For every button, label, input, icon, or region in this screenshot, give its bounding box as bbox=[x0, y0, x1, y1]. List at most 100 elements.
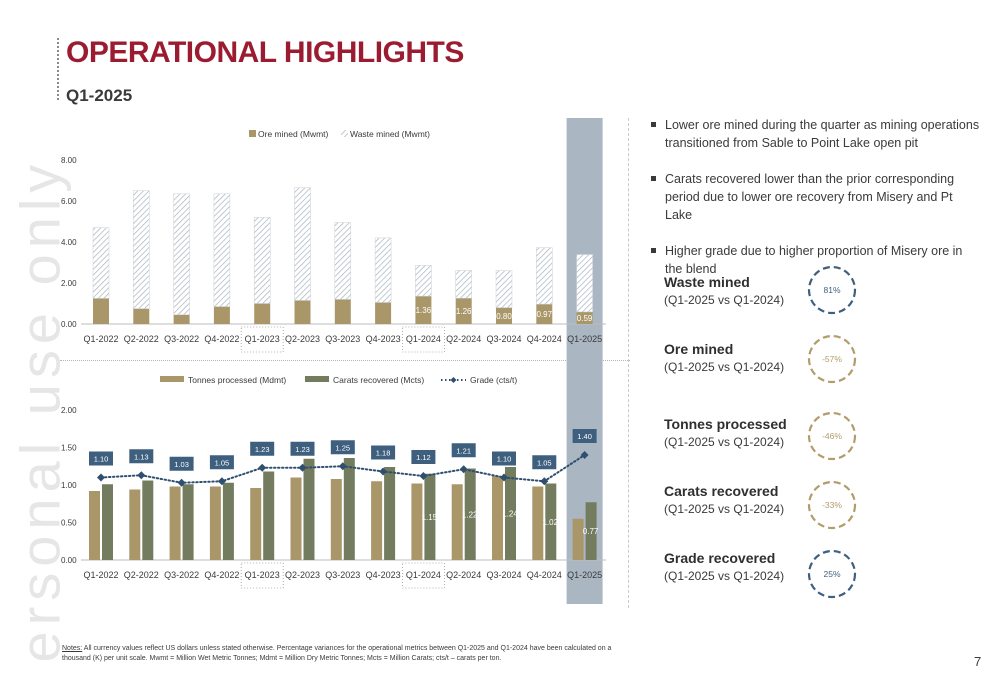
bar-carats bbox=[142, 480, 154, 560]
y-tick-label: 0.50 bbox=[61, 519, 77, 528]
bar-carats bbox=[424, 473, 436, 560]
metric-carats-recovered: Carats recovered (Q1-2025 vs Q1-2024) bbox=[664, 483, 824, 516]
bar-tonnes bbox=[169, 486, 181, 560]
metric-title: Carats recovered bbox=[664, 483, 779, 499]
y-tick-label: 6.00 bbox=[61, 197, 77, 206]
data-label: 1.15 bbox=[422, 513, 438, 522]
grade-label-box bbox=[129, 449, 154, 464]
bar-tonnes bbox=[330, 479, 342, 560]
x-tick-label: Q4-2022 bbox=[204, 334, 239, 344]
x-tick-label: Q1-2022 bbox=[83, 334, 118, 344]
page-subtitle: Q1-2025 bbox=[66, 86, 133, 105]
metric-title: Tonnes processed bbox=[664, 416, 787, 432]
metric-title: Ore mined bbox=[664, 341, 734, 357]
grade-label-box bbox=[572, 429, 597, 443]
grade-label-box bbox=[411, 450, 436, 464]
bar-ore bbox=[496, 307, 512, 324]
metric-ring-waste: 81% bbox=[807, 265, 857, 315]
metric-title: Grade recovered bbox=[664, 550, 776, 566]
bar-carats bbox=[263, 471, 275, 560]
grade-label: 1.05 bbox=[215, 458, 230, 467]
data-label: 0.97 bbox=[537, 310, 553, 319]
bar-ore bbox=[375, 302, 392, 324]
grade-label: 1.40 bbox=[577, 432, 592, 441]
metric-title: Waste mined bbox=[664, 274, 750, 290]
grade-label: 1.10 bbox=[497, 455, 512, 464]
grade-label-box bbox=[492, 451, 516, 466]
metric-subtitle: (Q1-2025 vs Q1-2024) bbox=[664, 502, 785, 516]
x-tick-label: Q1-2023 bbox=[245, 334, 280, 344]
metric-grade-recovered: Grade recovered (Q1-2025 vs Q1-2024) bbox=[664, 550, 824, 583]
legend-label: Waste mined (Mwmt) bbox=[350, 129, 430, 139]
x-tick-label: Q3-2024 bbox=[486, 570, 521, 580]
y-tick-label: 1.50 bbox=[61, 444, 77, 453]
x-tick-label: Q1-2022 bbox=[83, 570, 118, 580]
bar-ore bbox=[173, 314, 190, 324]
bar-ore bbox=[334, 299, 351, 324]
grade-point bbox=[177, 478, 186, 487]
bar-carats bbox=[464, 468, 476, 560]
grade-point bbox=[500, 473, 508, 482]
bullet-item: Carats recovered lower than the prior co… bbox=[650, 170, 980, 224]
period-marker bbox=[240, 562, 284, 589]
metric-value: -46% bbox=[822, 431, 842, 441]
x-tick-label: Q1-2024 bbox=[406, 334, 441, 344]
x-tick-label: Q2-2022 bbox=[124, 570, 159, 580]
bar-tonnes bbox=[290, 477, 302, 560]
x-tick-label: Q3-2023 bbox=[325, 570, 360, 580]
y-tick-label: 4.00 bbox=[61, 238, 77, 247]
y-tick-label: 2.00 bbox=[61, 406, 77, 415]
bar-carats bbox=[545, 483, 557, 560]
grade-label: 1.13 bbox=[134, 452, 149, 461]
legend-grade-marker bbox=[450, 377, 457, 383]
data-label: 1.26 bbox=[456, 307, 472, 316]
x-tick-label: Q2-2023 bbox=[285, 334, 320, 344]
bar-tonnes bbox=[89, 491, 100, 560]
bar-tonnes bbox=[250, 488, 262, 560]
grade-label: 1.12 bbox=[416, 453, 431, 462]
data-label: 1.02 bbox=[543, 518, 559, 527]
bar-tonnes bbox=[129, 489, 141, 560]
bullet-square-icon bbox=[651, 248, 656, 253]
x-tick-label: Q1-2023 bbox=[245, 570, 280, 580]
title-dotted-rule bbox=[57, 38, 59, 100]
grade-point bbox=[137, 471, 146, 480]
bar-waste bbox=[334, 222, 352, 300]
x-tick-label: Q1-2025 bbox=[567, 570, 602, 580]
column-separator bbox=[628, 118, 629, 608]
bar-carats bbox=[505, 467, 516, 560]
x-tick-label: Q2-2022 bbox=[124, 334, 159, 344]
legend-swatch-ore bbox=[249, 130, 256, 137]
data-label: 0.77 bbox=[583, 527, 599, 536]
y-tick-label: 0.00 bbox=[61, 320, 77, 329]
grade-label: 1.21 bbox=[456, 446, 471, 455]
bullet-square-icon bbox=[651, 176, 656, 181]
x-tick-label: Q2-2024 bbox=[446, 334, 481, 344]
bar-tonnes bbox=[371, 481, 383, 560]
bar-waste bbox=[92, 227, 110, 299]
grade-point bbox=[258, 463, 267, 472]
grade-label-box bbox=[209, 455, 234, 470]
legend-label: Grade (cts/t) bbox=[470, 375, 517, 385]
highlights-list: Lower ore mined during the quarter as mi… bbox=[650, 116, 980, 296]
x-tick-label: Q4-2023 bbox=[366, 570, 401, 580]
bar-waste bbox=[173, 193, 190, 316]
grade-point bbox=[459, 465, 468, 474]
x-tick-label: Q1-2024 bbox=[406, 570, 441, 580]
bar-ore bbox=[93, 298, 109, 324]
bullet-square-icon bbox=[651, 122, 656, 127]
bar-tonnes bbox=[532, 486, 544, 560]
metric-value: 81% bbox=[823, 285, 841, 295]
bullet-item: Higher grade due to higher proportion of… bbox=[650, 242, 980, 278]
grade-point bbox=[217, 477, 226, 486]
bar-waste bbox=[536, 247, 553, 305]
grade-point bbox=[298, 463, 307, 472]
y-tick-label: 1.00 bbox=[61, 481, 77, 490]
period-marker bbox=[240, 326, 284, 353]
bar-waste bbox=[576, 254, 593, 313]
metric-ring-carats: -33% bbox=[807, 480, 857, 530]
grade-label-box bbox=[290, 441, 315, 456]
page-title: OPERATIONAL HIGHLIGHTS bbox=[66, 36, 464, 69]
bar-carats bbox=[303, 458, 315, 560]
